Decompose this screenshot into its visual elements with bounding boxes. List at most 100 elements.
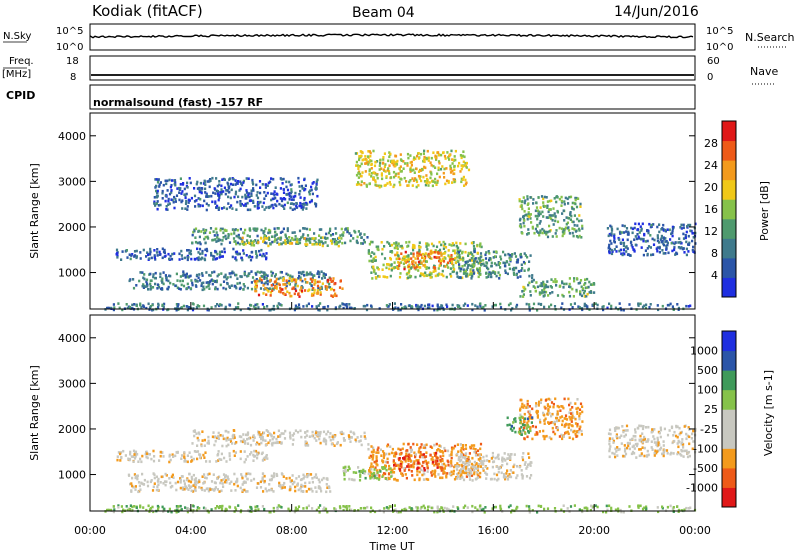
scatter-cell xyxy=(122,449,125,453)
scatter-cell xyxy=(301,484,305,488)
scatter-cell xyxy=(685,247,688,251)
scatter-cell xyxy=(340,227,343,231)
scatter-cell xyxy=(329,288,333,291)
scatter-cell xyxy=(189,274,192,278)
scatter-cell xyxy=(246,201,249,205)
scatter-cell xyxy=(413,246,416,249)
scatter-cell xyxy=(434,166,437,169)
scatter-cell xyxy=(175,488,178,492)
scatter-cell xyxy=(441,165,444,168)
scatter-cell xyxy=(270,235,274,238)
scatter-cell xyxy=(438,251,441,255)
scatter-cell xyxy=(525,302,528,306)
scatter-cell xyxy=(305,273,308,277)
scatter-cell xyxy=(263,191,266,194)
scatter-cell xyxy=(280,472,283,475)
scatter-cell xyxy=(453,155,456,158)
scatter-cell xyxy=(390,451,394,455)
scatter-cell xyxy=(335,242,338,246)
scatter-cell xyxy=(316,434,320,437)
scatter-cell xyxy=(688,454,691,458)
scatter-cell xyxy=(278,290,281,293)
scatter-cell xyxy=(575,407,578,410)
scatter-cell xyxy=(419,453,422,456)
scatter-cell xyxy=(443,462,446,466)
scatter-cell xyxy=(647,231,650,235)
scatter-cell xyxy=(371,277,374,280)
scatter-cell xyxy=(385,304,388,307)
scatter-cell xyxy=(515,305,518,309)
scatter-cell xyxy=(681,247,684,251)
scatter-cell xyxy=(226,282,229,286)
scatter-cell xyxy=(196,279,199,283)
scatter-cell xyxy=(159,454,162,458)
scatter-cell xyxy=(581,287,585,290)
scatter-cell xyxy=(619,248,622,252)
scatter-cell xyxy=(352,431,355,435)
scatter-cell xyxy=(453,268,456,271)
scatter-cell xyxy=(388,467,391,471)
scatter-cell xyxy=(115,248,119,252)
scatter-cell xyxy=(369,151,372,155)
scatter-cell xyxy=(302,477,305,480)
scatter-cell xyxy=(563,282,566,286)
scatter-cell xyxy=(452,178,455,181)
scatter-cell xyxy=(526,417,529,421)
scatter-cell xyxy=(208,185,211,189)
scatter-cell xyxy=(163,302,166,306)
scatter-cell xyxy=(410,450,413,453)
scatter-cell xyxy=(378,476,381,480)
scatter-cell xyxy=(653,238,656,242)
scatter-cell xyxy=(441,476,444,480)
scatter-cell xyxy=(610,252,614,256)
scatter-cell xyxy=(203,287,206,291)
nsearch-label: N.Search xyxy=(745,31,795,44)
scatter-cell xyxy=(239,180,242,183)
scatter-cell xyxy=(448,454,451,457)
scatter-cell xyxy=(290,279,293,282)
scatter-cell xyxy=(203,237,206,241)
scatter-cell xyxy=(215,189,218,193)
scatter-cell xyxy=(498,273,501,277)
scatter-cell xyxy=(370,450,373,454)
scatter-cell xyxy=(562,286,565,289)
scatter-cell xyxy=(315,439,318,442)
scatter-cell xyxy=(504,475,507,479)
scatter-cell xyxy=(239,486,242,490)
scatter-cell xyxy=(422,453,425,456)
scatter-cell xyxy=(245,177,248,180)
scatter-cell xyxy=(222,437,225,441)
scatter-cell xyxy=(154,258,157,261)
scatter-cell xyxy=(264,286,267,290)
scatter-cell xyxy=(239,450,242,453)
scatter-cell xyxy=(563,397,566,401)
scatter-cell xyxy=(414,177,417,180)
scatter-cell xyxy=(227,195,230,199)
scatter-cell xyxy=(622,308,625,312)
scatter-cell xyxy=(431,184,434,188)
scatter-cell xyxy=(515,261,518,264)
scatter-cell xyxy=(195,432,198,435)
scatter-cell xyxy=(258,431,261,434)
scatter-cell xyxy=(591,283,594,286)
scatter-cell xyxy=(442,260,446,263)
scatter-cell xyxy=(457,305,460,308)
scatter-cell xyxy=(436,179,439,183)
scatter-cell xyxy=(467,264,470,267)
scatter-cell xyxy=(183,187,186,191)
scatter-cell xyxy=(286,281,289,284)
scatter-cell xyxy=(360,174,363,178)
scatter-cell xyxy=(493,477,496,481)
scatter-cell xyxy=(254,285,257,289)
scatter-cell xyxy=(314,204,318,208)
scatter-cell xyxy=(166,189,169,192)
scatter-cell xyxy=(180,254,183,257)
scatter-cell xyxy=(523,423,526,427)
scatter-cell xyxy=(446,459,449,463)
scatter-cell xyxy=(478,266,481,270)
scatter-cell xyxy=(558,419,561,422)
scatter-cell xyxy=(169,274,172,278)
scatter-cell xyxy=(270,198,273,202)
colorbar-frame xyxy=(721,120,737,298)
scatter-cell xyxy=(518,416,521,420)
